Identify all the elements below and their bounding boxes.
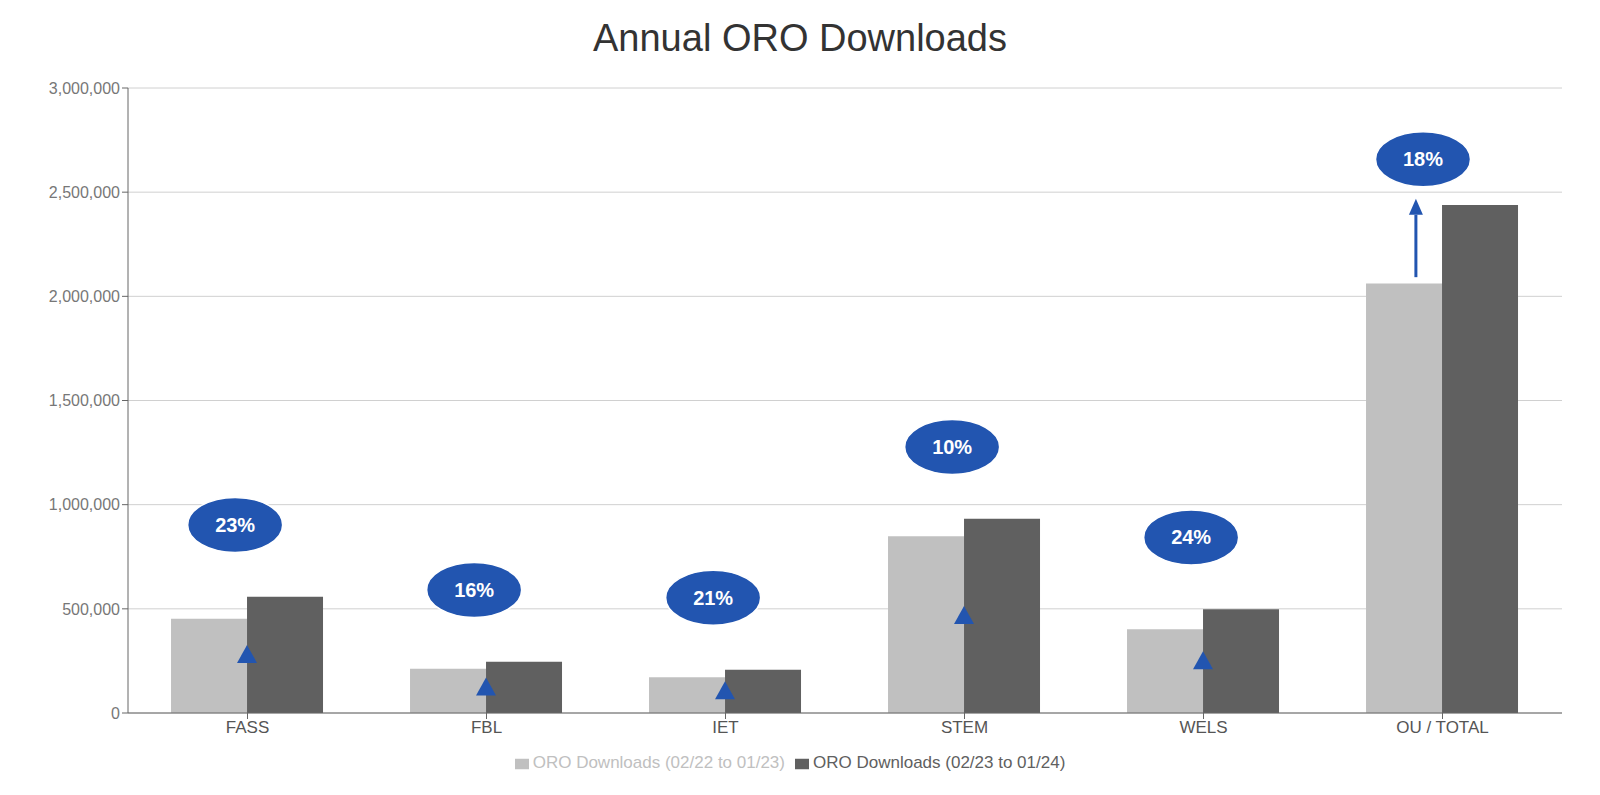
- svg-text:1,500,000: 1,500,000: [49, 392, 120, 409]
- svg-text:23%: 23%: [215, 514, 255, 536]
- svg-text:21%: 21%: [693, 587, 733, 609]
- svg-text:FASS: FASS: [226, 718, 269, 737]
- svg-text:IET: IET: [712, 718, 738, 737]
- svg-text:2,000,000: 2,000,000: [49, 288, 120, 305]
- svg-text:0: 0: [111, 705, 120, 722]
- svg-text:FBL: FBL: [471, 718, 502, 737]
- svg-text:STEM: STEM: [941, 718, 988, 737]
- svg-text:16%: 16%: [454, 579, 494, 601]
- svg-text:500,000: 500,000: [62, 601, 120, 618]
- svg-text:OU / TOTAL: OU / TOTAL: [1396, 718, 1489, 737]
- html-text:Annual ORO Downloads: Annual ORO Downloads: [593, 17, 1007, 59]
- html-text:ORO Downloads (02/23 to 01/24): ORO Downloads (02/23 to 01/24): [813, 753, 1066, 772]
- svg-text:10%: 10%: [932, 436, 972, 458]
- html-text:ORO Downloads (02/22 to 01/23): ORO Downloads (02/22 to 01/23): [532, 753, 785, 772]
- svg-text:24%: 24%: [1171, 526, 1211, 548]
- svg-text:3,000,000: 3,000,000: [49, 80, 120, 97]
- svg-text:2,500,000: 2,500,000: [49, 184, 120, 201]
- svg-text:1,000,000: 1,000,000: [49, 496, 120, 513]
- svg-text:18%: 18%: [1403, 148, 1443, 170]
- svg-text:WELS: WELS: [1179, 718, 1227, 737]
